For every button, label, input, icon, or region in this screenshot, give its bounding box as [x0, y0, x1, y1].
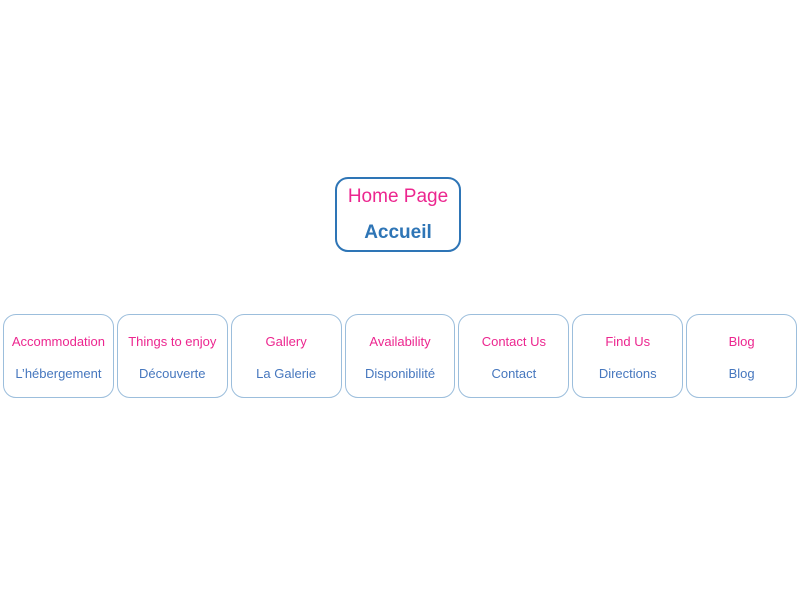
nav-label-fr: L’hébergement: [15, 366, 102, 381]
nav-label-en: Blog: [728, 334, 755, 349]
nav-label-fr: Blog: [728, 366, 755, 381]
nav-label-fr: La Galerie: [256, 366, 317, 381]
nav-label-en: Accommodation: [11, 334, 106, 349]
nav-node-contact-us[interactable]: Contact Us Contact: [458, 314, 570, 398]
home-page-label-fr: Accueil: [364, 222, 432, 243]
nav-label-en: Availability: [369, 334, 431, 349]
nav-label-fr: Contact: [491, 366, 537, 381]
nav-label-en: Contact Us: [481, 334, 547, 349]
nav-row: Accommodation L’hébergement Things to en…: [3, 314, 798, 398]
nav-node-availability[interactable]: Availability Disponibilité: [344, 314, 456, 398]
nav-node-gallery[interactable]: Gallery La Galerie: [230, 314, 342, 398]
nav-label-en: Gallery: [265, 334, 307, 349]
nav-node-things-to-enjoy[interactable]: Things to enjoy Découverte: [116, 314, 228, 398]
nav-node-find-us[interactable]: Find Us Directions: [572, 314, 684, 398]
home-page-node[interactable]: Home Page Accueil: [335, 177, 461, 252]
nav-label-fr: Découverte: [139, 366, 206, 381]
nav-label-en: Find Us: [605, 334, 651, 349]
nav-label-en: Things to enjoy: [128, 334, 217, 349]
nav-label-fr: Disponibilité: [364, 366, 436, 381]
nav-label-fr: Directions: [598, 366, 657, 381]
nav-node-accommodation[interactable]: Accommodation L’hébergement: [3, 314, 114, 398]
nav-node-blog[interactable]: Blog Blog: [686, 314, 798, 398]
home-page-label-en: Home Page: [347, 186, 449, 207]
